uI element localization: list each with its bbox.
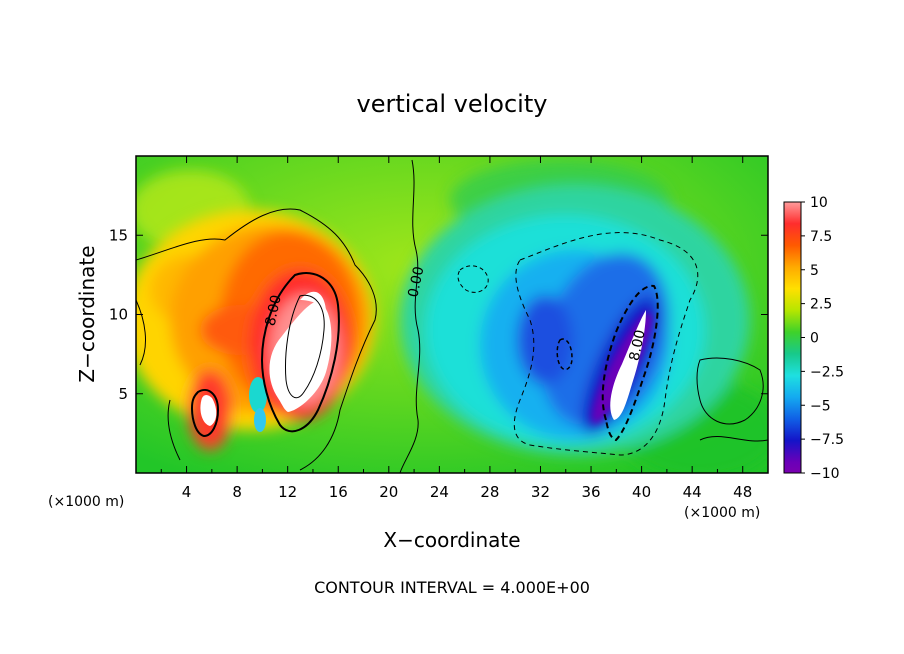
y-axis-label: Z−coordinate — [75, 245, 99, 382]
x-tick-label: 12 — [278, 483, 297, 501]
contour-labels: 8.00 0.00 8.00 — [263, 265, 649, 362]
x-tick-label: 36 — [581, 483, 600, 501]
x-tick-label: 48 — [733, 483, 752, 501]
colorbar-tick-label: 2.5 — [810, 297, 832, 313]
x-tick-label: 16 — [329, 483, 348, 501]
contour-label: 8.00 — [263, 294, 285, 328]
colorbar-tick-label: 0 — [810, 331, 819, 347]
colorbar-tick-label: 7.5 — [810, 229, 832, 245]
x-tick-label: 28 — [480, 483, 499, 501]
contour-interval-footer: CONTOUR INTERVAL = 4.000E+00 — [314, 578, 590, 597]
x-tick-label: 4 — [182, 483, 192, 501]
heatmap-field — [136, 156, 768, 473]
x-unit-left: (×1000 m) — [48, 494, 124, 510]
colorbar-tick-label: 10 — [810, 195, 828, 211]
x-axis-ticks: 4 8 12 16 20 24 28 32 36 40 44 48 — [160, 156, 752, 501]
x-axis-label: X−coordinate — [383, 528, 520, 552]
contour-label: 0.00 — [405, 265, 427, 299]
colorbar: 10 7.5 5 2.5 0 −2.5 −5 −7.5 −10 — [783, 195, 844, 482]
colorbar-tick-label: −5 — [810, 398, 831, 414]
colorbar-tick-label: 5 — [810, 263, 819, 279]
x-tick-label: 32 — [531, 483, 550, 501]
y-tick-label: 5 — [118, 385, 128, 403]
contour-label: 8.00 — [627, 328, 649, 362]
y-tick-label: 15 — [109, 226, 128, 244]
colorbar-tick-label: −7.5 — [810, 432, 844, 448]
x-tick-label: 8 — [232, 483, 242, 501]
colorbar-gradient — [783, 201, 802, 474]
chart-title: vertical velocity — [357, 90, 548, 118]
x-unit-right: (×1000 m) — [684, 505, 760, 521]
y-axis-ticks: 5 10 15 — [109, 226, 768, 403]
x-tick-label: 40 — [632, 483, 651, 501]
colorbar-tick-label: −10 — [810, 466, 840, 482]
x-tick-label: 24 — [430, 483, 449, 501]
x-tick-label: 44 — [683, 483, 702, 501]
y-tick-label: 10 — [109, 306, 128, 324]
colorbar-tick-label: −2.5 — [810, 364, 844, 380]
colorbar-ticks: 10 7.5 5 2.5 0 −2.5 −5 −7.5 −10 — [801, 195, 844, 482]
x-tick-label: 20 — [379, 483, 398, 501]
